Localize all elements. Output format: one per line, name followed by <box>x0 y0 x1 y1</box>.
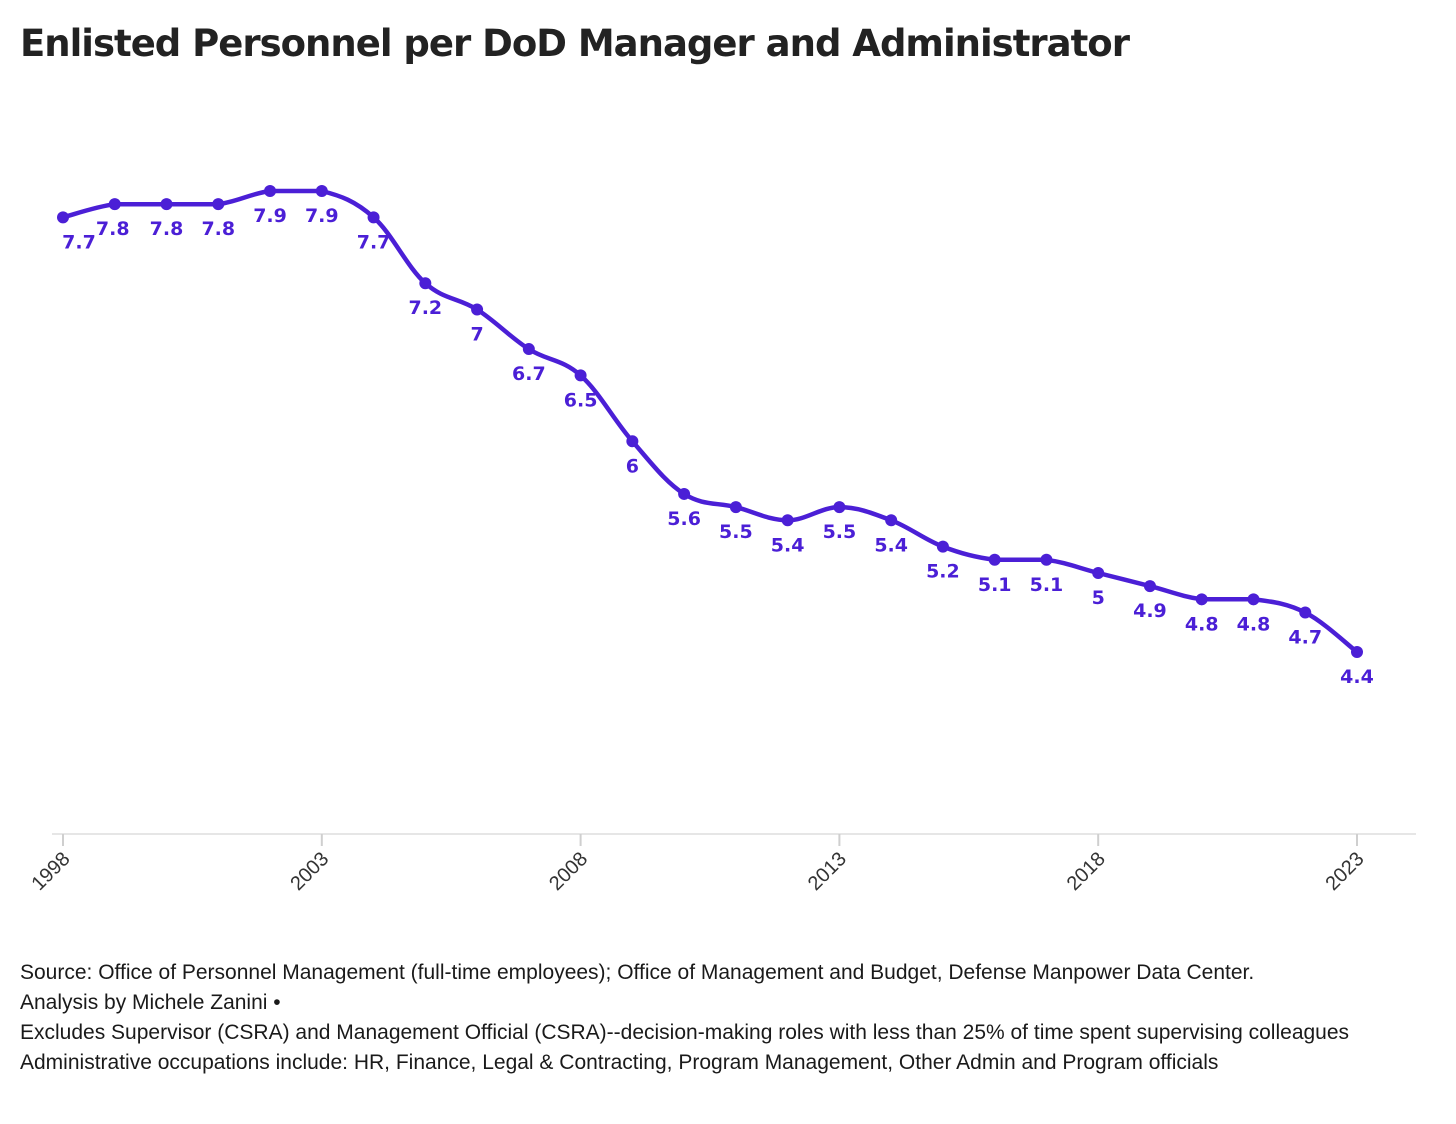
chart-footer: Source: Office of Personnel Management (… <box>20 958 1430 1078</box>
data-label-2012: 5.4 <box>771 534 805 556</box>
data-point-1998 <box>57 211 69 224</box>
data-label-1998: 7.7 <box>62 231 96 253</box>
x-tick-label-2023: 2023 <box>1322 848 1369 895</box>
data-label-2001: 7.8 <box>201 218 235 240</box>
data-point-2017 <box>1040 553 1053 566</box>
data-point-2016 <box>988 553 1001 566</box>
data-point-2020 <box>1195 593 1208 606</box>
data-label-2008: 6.5 <box>564 389 598 411</box>
data-point-2009 <box>626 435 639 448</box>
chart-title: Enlisted Personnel per DoD Manager and A… <box>20 22 1130 65</box>
data-point-2000 <box>160 198 173 211</box>
data-label-2020: 4.8 <box>1185 613 1219 635</box>
data-label-2007: 6.7 <box>512 363 546 385</box>
data-point-2005 <box>419 277 432 290</box>
line-chart: 1998 2003 2008 2013 2018 2023 7.77.8 7.8 7.87.9… <box>28 185 1416 895</box>
series-line <box>60 188 1360 655</box>
data-label-2000: 7.8 <box>150 218 184 240</box>
data-point-2018 <box>1092 566 1105 579</box>
data-point-2003 <box>315 185 328 197</box>
data-label-2014: 5.4 <box>874 534 908 556</box>
data-label-2009: 6 <box>626 455 639 477</box>
data-label-2003: 7.9 <box>305 205 339 227</box>
data-point-2004 <box>367 211 380 224</box>
data-point-2010 <box>678 487 691 500</box>
x-tick-label-2018: 2018 <box>1063 848 1110 895</box>
data-point-2014 <box>885 514 898 527</box>
data-label-2002: 7.9 <box>253 205 287 227</box>
data-label-2021: 4.8 <box>1237 613 1271 635</box>
x-axis-ticks: 1998 2003 2008 2013 2018 2023 <box>28 834 1369 895</box>
data-label-2004: 7.7 <box>357 231 391 253</box>
x-tick-label-1998: 1998 <box>28 848 75 895</box>
data-point-2022 <box>1299 606 1312 619</box>
x-tick-label-2013: 2013 <box>804 848 851 895</box>
data-label-2022: 4.7 <box>1288 626 1322 648</box>
data-label-2023: 4.4 <box>1340 666 1374 688</box>
data-label-2013: 5.5 <box>823 521 857 543</box>
exclusion-note: Excludes Supervisor (CSRA) and Managemen… <box>20 1021 1350 1044</box>
data-label-2018: 5 <box>1092 587 1105 609</box>
analysis-credit: Analysis by Michele Zanini • <box>20 991 281 1014</box>
data-point-2001 <box>212 198 225 211</box>
x-tick-label-2003: 2003 <box>286 848 333 895</box>
data-labels: 7.77.8 7.8 7.87.9 7.97.77.276.76.565.65.55.… <box>62 205 1374 688</box>
data-point-2023 <box>1351 646 1363 658</box>
data-point-2013 <box>833 501 846 514</box>
data-point-2015 <box>936 540 949 553</box>
data-label-2015: 5.2 <box>926 561 960 583</box>
data-point-2012 <box>781 514 794 527</box>
data-label-2019: 4.9 <box>1133 600 1167 622</box>
data-point-1999 <box>108 198 121 211</box>
x-tick-label-2008: 2008 <box>545 848 592 895</box>
data-point-2019 <box>1143 580 1156 593</box>
data-point-2002 <box>264 185 277 197</box>
data-point-2007 <box>522 343 535 356</box>
occupations-note: Administrative occupations include: HR, … <box>20 1051 1219 1074</box>
data-points <box>57 185 1363 658</box>
source-note: Source: Office of Personnel Management (… <box>20 961 1255 984</box>
data-point-2008 <box>574 369 587 382</box>
data-label-2017: 5.1 <box>1030 574 1064 596</box>
data-label-2016: 5.1 <box>978 574 1012 596</box>
data-point-2021 <box>1247 593 1260 606</box>
data-point-2006 <box>471 303 484 316</box>
data-label-2010: 5.6 <box>667 508 701 530</box>
data-label-2005: 7.2 <box>408 297 442 319</box>
data-label-2011: 5.5 <box>719 521 753 543</box>
data-point-2011 <box>729 501 742 514</box>
data-label-2006: 7 <box>470 324 483 346</box>
data-label-1999: 7.8 <box>96 218 130 240</box>
